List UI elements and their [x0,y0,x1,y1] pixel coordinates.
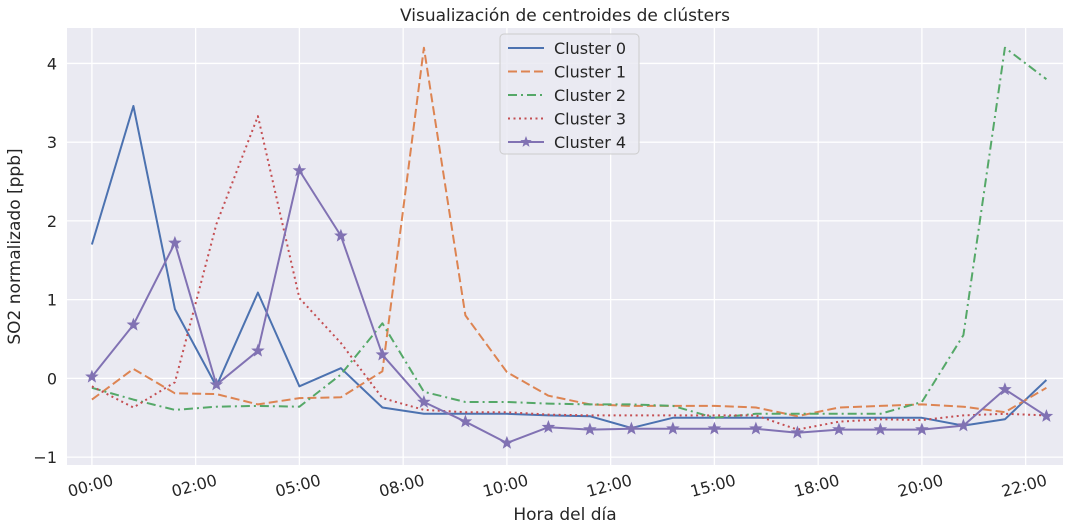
data-point [292,163,307,177]
y-tick-label: 0 [47,369,57,388]
series-4 [85,163,1054,449]
data-point [209,377,224,391]
legend-item: Cluster 2 [508,86,626,105]
data-point [666,421,680,435]
series-group [85,46,1054,449]
data-point [334,228,348,242]
x-tick-label: 02:00 [169,471,218,501]
x-axis-label: Hora del día [513,505,616,525]
legend-item: Cluster 1 [508,63,626,82]
data-point [168,235,182,249]
legend-item: Cluster 0 [508,39,626,58]
y-tick-labels: −1 0 1 2 3 4 [33,54,57,467]
data-point [956,418,971,432]
data-point [417,394,431,408]
series-2 [91,46,1048,419]
series-3 [91,115,1047,431]
data-point [375,347,390,361]
data-point [251,343,265,357]
chart-title: Visualización de centroides de clústers [400,6,730,26]
x-tick-label: 15:00 [688,471,737,501]
data-point [126,317,141,331]
x-tick-label: 10:00 [481,471,530,501]
data-point [624,421,639,435]
legend-item: Cluster 4 [508,133,626,152]
legend-label: Cluster 1 [554,63,626,82]
data-point [873,422,888,436]
data-point [998,382,1012,396]
y-tick-label: −1 [33,448,57,467]
y-tick-label: 2 [47,212,57,231]
legend-box [499,33,640,155]
y-tick-label: 3 [47,133,57,152]
series-line [91,46,1047,418]
x-tick-label: 12:00 [584,471,633,501]
data-point [541,420,556,434]
data-point [583,422,597,436]
legend-label: Cluster 0 [554,39,626,58]
x-tick-label: 18:00 [792,471,841,501]
legend-item: Cluster 3 [508,110,626,129]
legend: Cluster 0 Cluster 1 Cluster 2 Cluster 3 Clus… [499,33,640,155]
series-line [91,115,1047,431]
data-point [85,369,99,383]
x-tick-labels: 00:00 02:00 05:00 08:00 10:00 12:00 15:00 18:00… [66,471,1049,501]
y-tick-label: 4 [47,54,57,73]
data-point [790,425,805,439]
data-point [915,422,929,436]
x-tick-label: 05:00 [273,471,322,501]
legend-marker [520,136,532,147]
series-line [90,105,1048,429]
legend-label: Cluster 2 [554,86,626,105]
series-1 [91,46,1047,418]
data-point [1039,409,1054,422]
series-line [91,46,1048,419]
x-tick-label: 00:00 [66,471,115,501]
data-point [500,435,514,449]
legend-label: Cluster 4 [554,133,626,152]
data-point [707,421,722,435]
data-point [832,422,846,436]
series-line [91,169,1047,444]
y-tick-label: 1 [47,291,57,310]
legend-label: Cluster 3 [554,110,626,129]
x-tick-label: 22:00 [999,471,1048,501]
data-point [458,414,473,428]
x-tick-label: 20:00 [896,471,945,501]
y-axis-label: SO2 normalizado [ppb] [5,148,25,344]
x-tick-label: 08:00 [377,471,426,501]
series-0 [90,105,1048,429]
data-point [749,421,763,435]
